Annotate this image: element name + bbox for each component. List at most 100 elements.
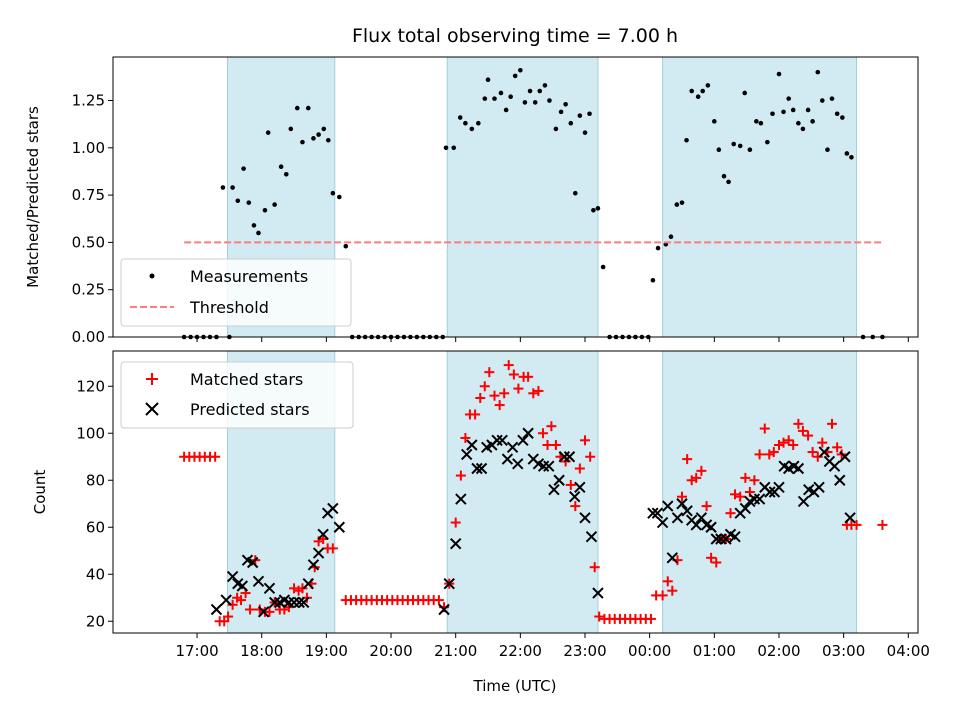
matched-point <box>812 451 823 462</box>
matched-point <box>768 447 779 458</box>
predicted-point <box>818 446 830 458</box>
matched-point <box>725 508 736 519</box>
measurement-point <box>700 88 705 94</box>
measurement-point <box>443 145 449 151</box>
matched-point <box>546 421 557 432</box>
predicted-point <box>548 483 560 496</box>
bottom-y-axis-label: Count <box>31 470 49 515</box>
predicted-point <box>690 519 702 531</box>
measurement-point <box>765 139 770 145</box>
matched-point <box>297 583 308 594</box>
matched-point <box>701 501 712 512</box>
predicted-point <box>246 556 259 569</box>
matched-point <box>803 430 814 441</box>
measurement-point <box>825 147 830 153</box>
matched-point <box>851 519 862 530</box>
measurement-point <box>563 101 568 107</box>
measurement-point <box>457 115 463 120</box>
legend-matched-marker <box>146 373 158 385</box>
matched-point <box>817 437 828 448</box>
measurement-point <box>251 223 257 228</box>
measurement-point <box>731 141 737 147</box>
measurement-point <box>283 171 289 177</box>
matched-point <box>570 501 581 512</box>
matched-point <box>484 367 495 378</box>
measurement-point <box>805 107 811 113</box>
matched-point <box>450 517 461 528</box>
matched-point <box>574 463 585 474</box>
matched-point <box>499 388 510 399</box>
measurement-point <box>591 207 596 213</box>
predicted-point <box>681 505 693 517</box>
predicted-point <box>671 512 684 524</box>
predicted-point <box>517 434 529 447</box>
x-tick-label: 01:00 <box>693 642 736 660</box>
matched-point <box>475 393 486 403</box>
bottom-x-ticks: 17:00 18:00 19:00 20:00 21:00 22:00 23:00 00:00… <box>175 633 930 660</box>
measurement-point <box>815 69 821 75</box>
matched-point <box>264 606 275 617</box>
measurement-point <box>492 96 497 101</box>
predicted-point <box>298 596 310 609</box>
measurement-point <box>518 67 523 73</box>
matched-point <box>682 454 693 465</box>
predicted-point <box>797 495 810 508</box>
y-tick-label: 0.75 <box>72 186 105 204</box>
matched-point <box>788 440 799 450</box>
predicted-point <box>753 493 766 505</box>
matched-point <box>494 400 505 411</box>
measurement-point <box>451 145 457 151</box>
series-measurements <box>181 67 885 340</box>
top-x-ticks <box>196 337 909 342</box>
predicted-point <box>715 533 727 545</box>
predicted-point <box>268 596 281 609</box>
measurement-point <box>503 107 509 113</box>
x-tick-label: 23:00 <box>563 642 606 660</box>
measurement-point <box>695 94 701 100</box>
measurement-point <box>343 243 349 249</box>
predicted-point <box>839 451 851 463</box>
predicted-point <box>553 474 565 486</box>
matched-point <box>489 390 500 401</box>
predicted-point <box>257 606 270 618</box>
measurement-point <box>747 147 753 153</box>
matched-point <box>594 611 605 622</box>
measurement-point <box>305 105 311 111</box>
predicted-point <box>317 528 329 541</box>
predicted-point <box>252 575 265 588</box>
measurement-point <box>476 120 481 126</box>
measurement-point <box>288 126 294 132</box>
top-y-ticks: 0.00 0.25 0.50 0.75 1.00 1.25 <box>72 92 113 346</box>
measurement-point <box>337 194 342 200</box>
x-tick-label: 18:00 <box>240 642 283 660</box>
matched-point <box>580 435 591 446</box>
x-axis-label: Time (UTC) <box>473 677 557 695</box>
predicted-point <box>568 490 581 503</box>
predicted-point <box>844 512 856 524</box>
predicted-point <box>592 587 604 599</box>
predicted-point <box>210 603 223 616</box>
predicted-point <box>288 596 300 609</box>
legend-measurements-marker <box>149 273 155 279</box>
matched-point <box>706 552 717 563</box>
measurement-point <box>522 100 528 105</box>
matched-point <box>236 595 247 606</box>
predicted-point <box>705 521 717 533</box>
x-tick-label: 19:00 <box>305 642 348 660</box>
predicted-point <box>236 580 249 592</box>
predicted-point <box>449 537 462 550</box>
predicted-point <box>491 434 503 447</box>
y-tick-label: 1.25 <box>72 92 105 110</box>
measurement-point <box>230 185 235 190</box>
measurement-point <box>532 100 538 105</box>
matched-point <box>542 440 553 450</box>
matched-point <box>807 447 818 458</box>
measurement-point <box>262 207 268 213</box>
matched-point <box>503 360 514 371</box>
y-tick-label: 40 <box>86 565 105 583</box>
measurement-point <box>542 83 548 88</box>
measurement-point <box>796 120 801 126</box>
predicted-point <box>792 462 805 475</box>
measurement-point <box>674 202 680 207</box>
matched-point <box>565 479 576 490</box>
